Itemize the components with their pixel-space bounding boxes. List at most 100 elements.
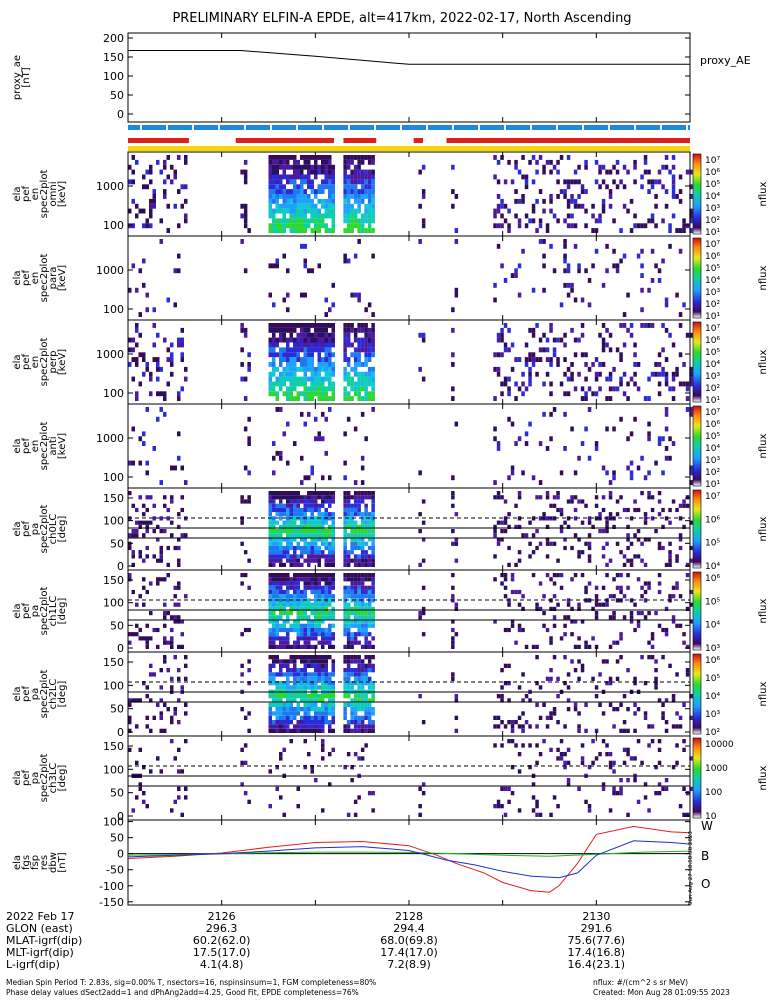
spectrogram-cell: [364, 606, 368, 611]
spectrogram-cell: [310, 632, 314, 637]
spectrogram-cell: [331, 537, 335, 542]
spectrogram-cell: [275, 711, 279, 716]
spectrogram-cell: [353, 606, 358, 611]
spectrogram-cell: [321, 327, 325, 333]
spectrogram-cell: [528, 357, 532, 362]
spectrogram-cell: [324, 362, 328, 367]
spectrogram-cell: [243, 550, 248, 555]
spectrogram-cell: [549, 391, 553, 397]
spectrogram-cell: [275, 529, 279, 534]
spectrogram-cell: [286, 512, 290, 517]
spectrogram-cell: [542, 623, 546, 628]
spectrogram-cell: [286, 685, 290, 690]
spectrogram-cell: [421, 337, 426, 343]
spectrogram-cell: [507, 475, 511, 481]
y-axis-label: en: [30, 440, 41, 453]
spectrogram-cell: [517, 491, 522, 496]
spectrogram-cell: [321, 541, 325, 546]
spectrogram-cell: [272, 213, 276, 219]
y-axis-label: ela: [12, 686, 23, 701]
spectrogram-cell: [367, 327, 372, 333]
spectrogram-cell: [314, 533, 318, 538]
spectrogram-cell: [619, 495, 623, 500]
spectrogram-cell: [500, 694, 504, 699]
spectrogram-cell: [307, 529, 311, 534]
spectrogram-cell: [296, 627, 300, 633]
spectrogram-cell: [643, 711, 648, 716]
spectrogram-cell: [275, 573, 279, 578]
spectrogram-cell: [135, 159, 139, 165]
spectrogram-cell: [307, 194, 311, 199]
spectrogram-cell: [159, 698, 163, 703]
spectrogram-cell: [289, 524, 293, 529]
spectrogram-cell: [177, 795, 181, 800]
spectrogram-cell: [528, 381, 532, 387]
spectrogram-cell: [310, 507, 314, 513]
spectrogram-cell: [240, 663, 244, 668]
spectrogram-cell: [303, 623, 307, 628]
spectrogram-cell: [324, 537, 328, 542]
spectrogram-cell: [156, 357, 160, 362]
spectrogram-cell: [310, 179, 314, 185]
spectrogram-cell: [577, 728, 581, 733]
spectrogram-cell: [566, 516, 571, 521]
spectrogram-cell: [282, 636, 286, 641]
spectrogram-cell: [173, 615, 177, 620]
spectrogram-cell: [275, 636, 279, 641]
spectrogram-cell: [272, 179, 276, 185]
spectrogram-cell: [275, 491, 279, 496]
spectrogram-cell: [587, 644, 592, 649]
spectrogram-cell: [577, 499, 581, 504]
spectrogram-cell: [279, 585, 283, 590]
spectrogram-cell: [605, 602, 609, 607]
spectrogram-cell: [671, 342, 676, 348]
spectrogram-cell: [303, 589, 307, 595]
spectrogram-cell: [180, 685, 184, 690]
spectrogram-cell: [350, 681, 354, 686]
spectrogram-cell: [678, 198, 683, 204]
spectrogram-cell: [166, 381, 170, 387]
colorbar-tick-label: 10³: [705, 710, 720, 720]
spectrogram-cell: [350, 636, 354, 641]
spectrogram-cell: [142, 602, 146, 607]
spectrogram-cell: [598, 213, 602, 219]
spectrogram-cell: [643, 520, 648, 525]
spectrogram-cell: [451, 644, 455, 649]
spectrogram-cell: [451, 386, 455, 392]
spectrogram-cell: [184, 702, 188, 707]
spectrogram-cell: [346, 668, 351, 673]
y-tick-label: 0: [117, 560, 124, 573]
spectrogram-cell: [240, 327, 244, 333]
colorbar-tick-label: 10⁵: [705, 432, 720, 442]
spectrogram-cell: [507, 602, 511, 607]
y-tick-label: 0: [117, 848, 124, 861]
spectrogram-cell: [317, 223, 321, 229]
spectrogram-cell: [514, 743, 518, 748]
spectrogram-cell: [528, 520, 532, 525]
spectrogram-cell: [657, 436, 662, 442]
spectrogram-cell: [343, 376, 347, 382]
spectrogram-cell: [664, 455, 669, 461]
y-tick-label: 100: [103, 515, 124, 528]
spectrogram-cell: [296, 495, 300, 500]
spectrogram-cell: [556, 218, 560, 224]
spectrogram-cell: [275, 698, 279, 703]
spectrogram-cell: [584, 159, 588, 165]
spectrogram-cell: [279, 756, 283, 761]
spectrogram-cell: [689, 694, 693, 699]
spectrogram-cell: [510, 421, 515, 427]
spectrogram-cell: [170, 627, 174, 633]
spectrogram-cell: [367, 668, 372, 673]
spectrogram-cell: [293, 386, 297, 392]
spectrogram-cell: [577, 659, 581, 664]
spectrogram-cell: [689, 213, 693, 219]
spectrogram-cell: [331, 213, 335, 219]
spectrogram-cell: [357, 545, 361, 551]
spectrogram-cell: [321, 602, 325, 607]
spectrogram-cell: [317, 581, 321, 586]
spectrogram-cell: [128, 747, 132, 752]
spectrogram-cell: [331, 720, 335, 725]
spectrogram-cell: [317, 640, 321, 645]
spectrogram-cell: [275, 707, 279, 712]
